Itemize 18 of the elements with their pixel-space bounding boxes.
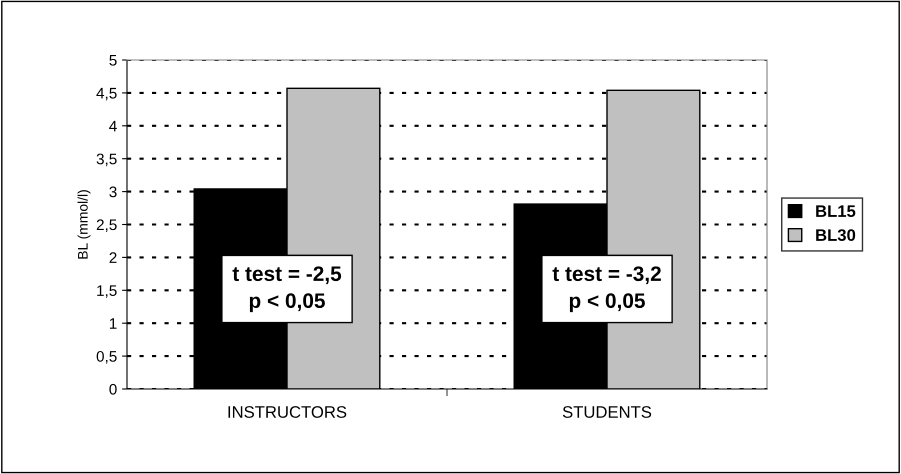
y-tick-label: 0,5 — [96, 350, 117, 364]
y-axis-title: BL (mmol/l) — [78, 190, 90, 259]
x-tick-label: STUDENTS — [562, 406, 652, 418]
annotation: t test = -2,5 p < 0,05 — [232, 266, 342, 312]
legend-label: BL30 — [816, 229, 856, 242]
y-tick-label: 0 — [109, 384, 117, 395]
y-tick-label: 3 — [109, 186, 117, 198]
y-tick-label: 2 — [110, 252, 117, 263]
y-tick-label: 4,5 — [96, 88, 117, 100]
y-tick-label: 1,5 — [97, 285, 117, 298]
legend-label: BL15 — [816, 205, 856, 218]
y-tick-label: 3,5 — [96, 154, 117, 166]
y-tick-label: 1 — [110, 318, 117, 329]
y-tick-label: 2,5 — [96, 219, 117, 232]
y-tick-label: 4 — [109, 120, 117, 132]
y-tick-label: 5 — [109, 55, 117, 66]
x-tick-label: INSTRUCTORS — [228, 406, 346, 418]
annotation: t test = -3,2 p < 0,05 — [552, 266, 661, 312]
